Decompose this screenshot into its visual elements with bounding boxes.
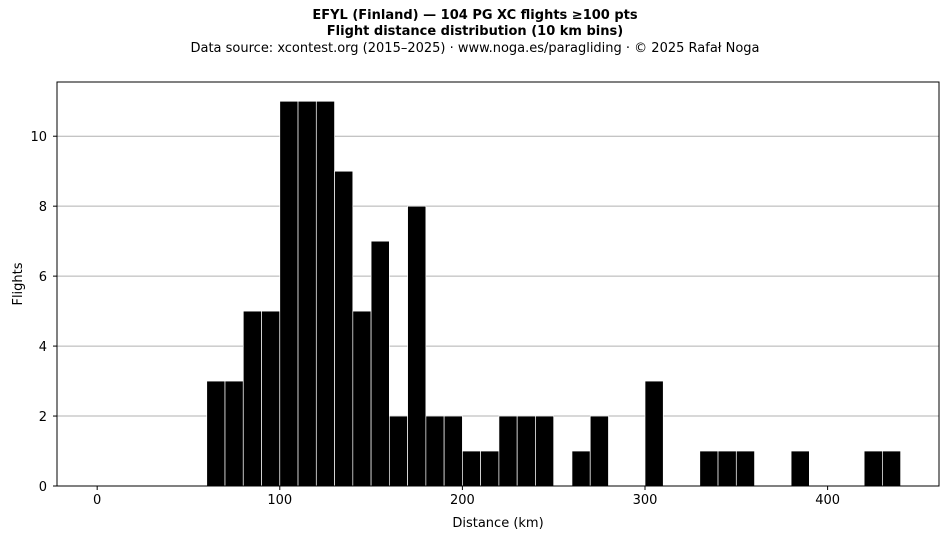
histogram-bar [571, 450, 591, 487]
histogram-bar [644, 380, 664, 487]
histogram-bar [863, 450, 883, 487]
y-axis-label: Flights [11, 262, 26, 305]
histogram-bar [535, 415, 555, 487]
histogram-bar [462, 450, 482, 487]
x-axis-ticks: 0 100 200 300 400 [93, 486, 840, 508]
histogram-bar [388, 415, 408, 487]
y-tick-label: 8 [39, 200, 47, 215]
histogram-bar [407, 205, 427, 487]
histogram-bar [425, 415, 445, 487]
x-axis-label: Distance (km) [452, 516, 543, 531]
plot-frame [56, 81, 940, 487]
x-tick-label: 100 [267, 493, 292, 508]
histogram-bar [443, 415, 463, 487]
histogram-bar [790, 450, 810, 487]
histogram-bar [352, 310, 372, 487]
histogram-bar [242, 310, 262, 487]
histogram-bar [882, 450, 902, 487]
y-tick-label: 0 [39, 480, 47, 495]
histogram-bar [334, 170, 354, 487]
histogram-bars [206, 100, 902, 487]
histogram-bar [516, 415, 536, 487]
histogram-bar [717, 450, 737, 487]
x-tick-label: 200 [450, 493, 475, 508]
histogram-bar [297, 100, 317, 487]
y-tick-label: 2 [39, 410, 47, 425]
chart-subtitle: Data source: xcontest.org (2015–2025) · … [190, 41, 760, 56]
histogram-bar [498, 415, 518, 487]
y-axis-ticks: 0 2 4 6 8 10 [30, 130, 57, 495]
y-tick-label: 4 [39, 340, 47, 355]
histogram-bar [315, 100, 335, 487]
histogram-bar [699, 450, 719, 487]
histogram-bar [735, 450, 755, 487]
histogram-bar [261, 310, 281, 487]
y-tick-label: 10 [30, 130, 47, 145]
histogram-bar [206, 380, 226, 487]
histogram-bar [224, 380, 244, 487]
grid-lines [57, 135, 939, 417]
histogram-bar [370, 240, 390, 487]
histogram-bar [279, 100, 299, 487]
x-tick-label: 300 [633, 493, 658, 508]
chart-title: EFYL (Finland) — 104 PG XC flights ≥100 … [312, 8, 638, 23]
x-tick-label: 0 [93, 493, 101, 508]
histogram-bar [589, 415, 609, 487]
histogram-bar [480, 450, 500, 487]
y-tick-label: 6 [39, 270, 47, 285]
chart-title-line-2: Flight distance distribution (10 km bins… [326, 24, 624, 39]
x-tick-label: 400 [815, 493, 840, 508]
chart-header: EFYL (Finland) — 104 PG XC flights ≥100 … [0, 8, 950, 57]
